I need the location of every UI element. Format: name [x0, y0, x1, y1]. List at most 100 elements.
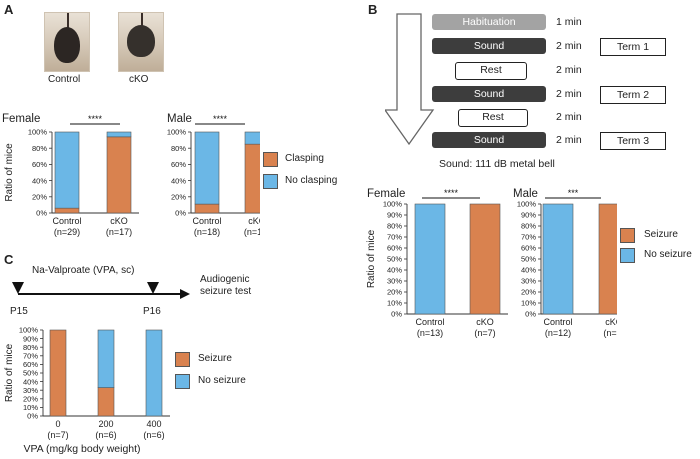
legend-label-no-seizure-b: No seizure	[644, 249, 692, 260]
chart-a-female: Female 0% 20% 40% 60% 80% 100% Ratio of mice Con…	[2, 113, 139, 237]
y-tick-label: 60%	[32, 160, 47, 169]
y-tick-label: 50%	[521, 255, 536, 264]
y-tick-label: 0%	[391, 310, 402, 319]
photo-label-cko: cKO	[129, 74, 149, 85]
y-tick-label: 10%	[521, 299, 536, 308]
x-tick-label: Control	[192, 216, 221, 226]
y-tick-label: 100%	[517, 200, 537, 209]
seizure-test-label: Audiogenic seizure test	[200, 274, 252, 297]
y-tick-label: 100%	[383, 200, 403, 209]
bar-negative	[97, 329, 115, 388]
x-tick-label: Control	[52, 216, 81, 226]
x-tick-label: Control	[415, 317, 444, 327]
bar-positive	[194, 203, 220, 214]
y-tick-label: 30%	[521, 277, 536, 286]
bar-positive	[49, 329, 67, 417]
legend-label-no-seizure-c: No seizure	[198, 375, 246, 386]
y-tick-label: 0%	[36, 209, 47, 218]
sound-note: Sound: 111 dB metal bell	[439, 158, 555, 170]
x-tick-label: 0	[55, 419, 60, 429]
y-tick-label: 30%	[387, 277, 402, 286]
photo-label-control: Control	[48, 74, 81, 85]
cko-mouse-photo	[118, 12, 164, 72]
y-axis-label: Ratio of mice	[4, 143, 15, 202]
y-tick-label: 60%	[23, 360, 38, 369]
protocol-duration-1: 1 min	[556, 16, 582, 28]
y-tick-label: 70%	[521, 233, 536, 242]
y-axis-label: Ratio of mice	[366, 229, 377, 288]
bar-positive	[106, 136, 132, 214]
x-sublabel: (n=12)	[545, 328, 571, 338]
drug-label: Na-Valproate (VPA, sc)	[32, 265, 135, 276]
x-sublabel: (n=13)	[417, 328, 443, 338]
legend-swatch-no-clasping	[263, 174, 278, 189]
y-tick-label: 70%	[387, 233, 402, 242]
y-tick-label: 20%	[171, 193, 186, 202]
y-tick-label: 20%	[387, 288, 402, 297]
y-tick-label: 80%	[32, 144, 47, 153]
bar-negative	[194, 131, 220, 205]
x-sublabel: (n=29)	[54, 227, 80, 237]
bar-positive	[598, 203, 617, 315]
y-tick-label: 40%	[521, 266, 536, 275]
panel-label-a: A	[4, 2, 14, 17]
y-tick-label: 60%	[387, 244, 402, 253]
y-tick-label: 80%	[387, 222, 402, 231]
panel-label-b: B	[368, 2, 378, 17]
protocol-step-sound-2: Sound	[432, 86, 546, 102]
chart-a-male: Male 0% 20% 40% 60% 80% 100% Control(n=18) cKO(n…	[167, 113, 260, 237]
y-tick-label: 90%	[387, 211, 402, 220]
y-tick-label: 70%	[23, 352, 38, 361]
bar-negative	[54, 131, 80, 209]
y-tick-label: 0%	[525, 310, 536, 319]
y-tick-label: 60%	[171, 160, 186, 169]
y-tick-label: 80%	[23, 343, 38, 352]
legend-swatch-seizure-c	[175, 352, 190, 367]
protocol-duration-3: 2 min	[556, 64, 582, 76]
y-tick-label: 40%	[32, 176, 47, 185]
x-tick-label: cKO	[605, 317, 617, 327]
y-tick-label: 60%	[521, 244, 536, 253]
bar-positive	[54, 207, 80, 214]
protocol-step-rest-1: Rest	[455, 62, 527, 80]
injection-timeline	[12, 282, 190, 299]
y-tick-label: 100%	[167, 128, 187, 137]
protocol-step-habituation: Habituation	[432, 14, 546, 30]
y-tick-label: 10%	[387, 299, 402, 308]
x-tick-label: 200	[98, 419, 113, 429]
significance-label: ****	[444, 188, 459, 198]
legend-label-seizure-b: Seizure	[644, 229, 678, 240]
y-tick-label: 40%	[171, 176, 186, 185]
protocol-step-sound-3: Sound	[432, 132, 546, 148]
x-tick-label: Control	[543, 317, 572, 327]
chart-b-female: Female 0% 10% 20% 30% 40% 50% 60% 70% 80% 90% 100% R…	[366, 188, 508, 338]
legend-swatch-clasping	[263, 152, 278, 167]
y-tick-label: 50%	[23, 369, 38, 378]
legend-swatch-seizure-b	[620, 228, 635, 243]
bar-positive	[97, 387, 115, 417]
protocol-duration-4: 2 min	[556, 88, 582, 100]
x-sublabel: (n=6)	[143, 430, 164, 440]
x-sublabel: (n=7)	[474, 328, 495, 338]
term-1-box: Term 1	[600, 38, 666, 56]
y-tick-label: 90%	[521, 211, 536, 220]
y-tick-label: 80%	[171, 144, 186, 153]
y-axis-label: Ratio of mice	[4, 343, 15, 402]
chart-c-vpa: 0%10%20%30%40%50%60%70%80%90%100% Ratio o…	[4, 326, 170, 455]
y-tick-label: 20%	[32, 193, 47, 202]
significance-label: ****	[88, 114, 103, 124]
chart-title: Female	[367, 188, 405, 200]
x-tick-label: cKO	[248, 216, 260, 226]
bar-negative	[106, 131, 132, 138]
y-tick-label: 30%	[23, 386, 38, 395]
y-tick-label: 80%	[521, 222, 536, 231]
y-tick-label: 0%	[27, 412, 38, 421]
term-3-box: Term 3	[600, 132, 666, 150]
bar-positive	[469, 203, 501, 315]
y-tick-label: 40%	[23, 377, 38, 386]
y-tick-label: 100%	[19, 326, 39, 335]
x-sublabel: (n=5)	[603, 328, 617, 338]
y-tick-label: 20%	[521, 288, 536, 297]
legend-label-no-clasping: No clasping	[285, 175, 338, 186]
term-2-box: Term 2	[600, 86, 666, 104]
